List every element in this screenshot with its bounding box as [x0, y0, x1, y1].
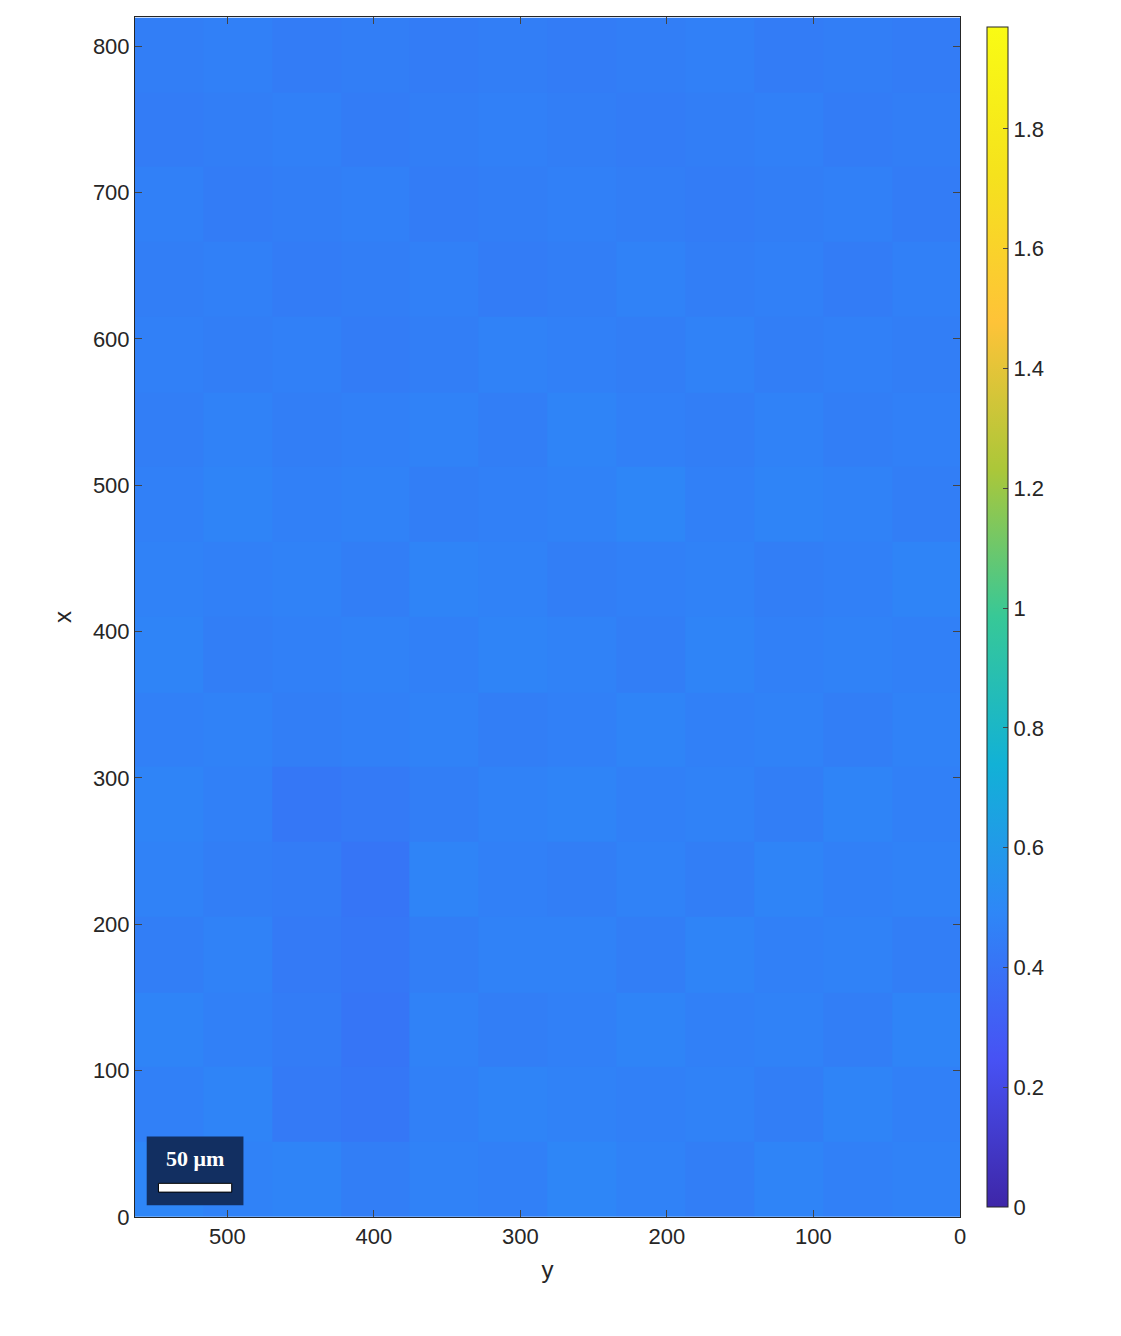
svg-text:800: 800 [93, 34, 130, 59]
svg-text:200: 200 [93, 912, 130, 937]
svg-text:100: 100 [795, 1224, 832, 1249]
svg-text:1: 1 [1013, 596, 1025, 621]
svg-text:400: 400 [355, 1224, 392, 1249]
svg-text:1.8: 1.8 [1013, 117, 1044, 142]
svg-text:0: 0 [954, 1224, 966, 1249]
svg-text:50 μm: 50 μm [166, 1146, 224, 1171]
svg-text:0.8: 0.8 [1013, 716, 1044, 741]
svg-text:x: x [49, 611, 76, 623]
svg-text:700: 700 [93, 180, 130, 205]
svg-text:0: 0 [117, 1205, 129, 1230]
svg-text:400: 400 [93, 619, 130, 644]
svg-text:1.4: 1.4 [1013, 356, 1044, 381]
svg-text:0.6: 0.6 [1013, 835, 1044, 860]
svg-text:600: 600 [93, 327, 130, 352]
svg-text:500: 500 [209, 1224, 246, 1249]
svg-text:1.6: 1.6 [1013, 236, 1044, 261]
svg-text:1.2: 1.2 [1013, 476, 1044, 501]
svg-text:200: 200 [649, 1224, 686, 1249]
svg-text:300: 300 [93, 766, 130, 791]
svg-text:y: y [542, 1256, 554, 1283]
svg-text:0: 0 [1013, 1195, 1025, 1220]
svg-text:500: 500 [93, 473, 130, 498]
svg-text:0.4: 0.4 [1013, 955, 1044, 980]
svg-text:100: 100 [93, 1058, 130, 1083]
svg-text:0.2: 0.2 [1013, 1075, 1044, 1100]
svg-text:300: 300 [502, 1224, 539, 1249]
